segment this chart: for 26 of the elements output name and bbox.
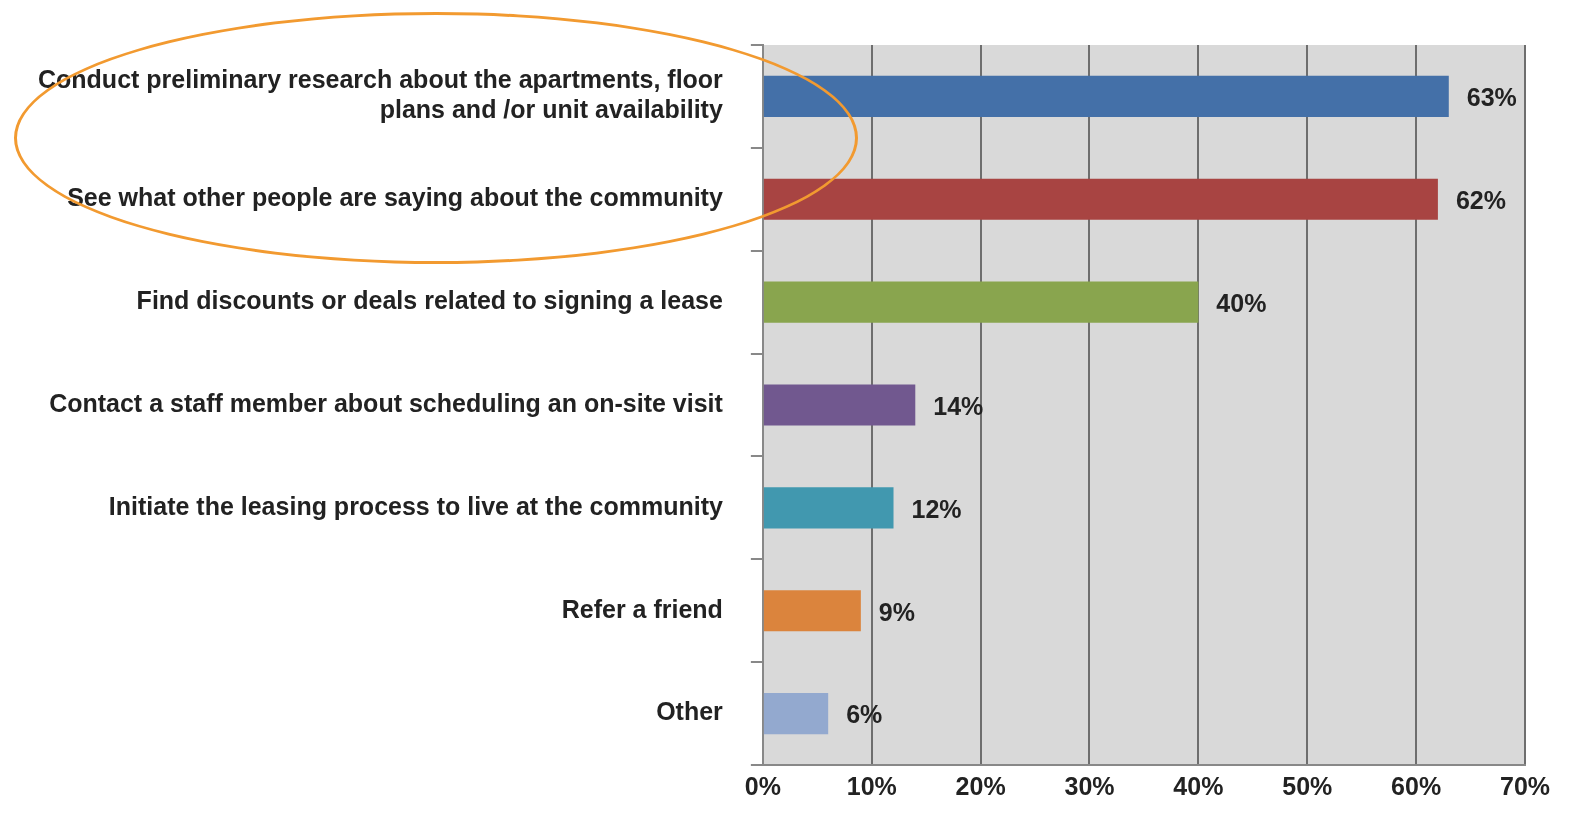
x-tick-label: 50% [1282,771,1333,800]
y-tick-label: See what other people are saying about the community [67,183,723,212]
x-tick-label: 70% [1499,771,1551,800]
data-label: 12% [911,494,962,523]
y-tick-label: Refer a friend [561,594,723,623]
bar [763,75,1449,117]
x-tick-label: 0% [744,771,781,800]
bar [763,590,861,632]
x-tick-label: 10% [846,771,897,800]
bar [763,693,829,735]
bar [763,178,1438,220]
data-label: 9% [878,597,915,626]
y-tick-label: Find discounts or deals related to signing a lease [136,286,723,315]
data-label: 62% [1455,186,1506,215]
y-tick-label: Other [656,697,724,726]
x-tick-label: 60% [1391,771,1442,800]
data-label: 40% [1216,289,1267,318]
data-label: 63% [1466,83,1517,112]
x-tick-label: 40% [1173,771,1224,800]
y-tick-label: Contact a staff member about scheduling an on-site visit [49,388,724,417]
bar [763,487,894,529]
x-tick-label: 20% [955,771,1006,800]
y-tick-label: Initiate the leasing process to live at the community [108,491,723,520]
x-tick-label: 30% [1064,771,1115,800]
bar [763,281,1199,323]
bar [763,384,916,426]
